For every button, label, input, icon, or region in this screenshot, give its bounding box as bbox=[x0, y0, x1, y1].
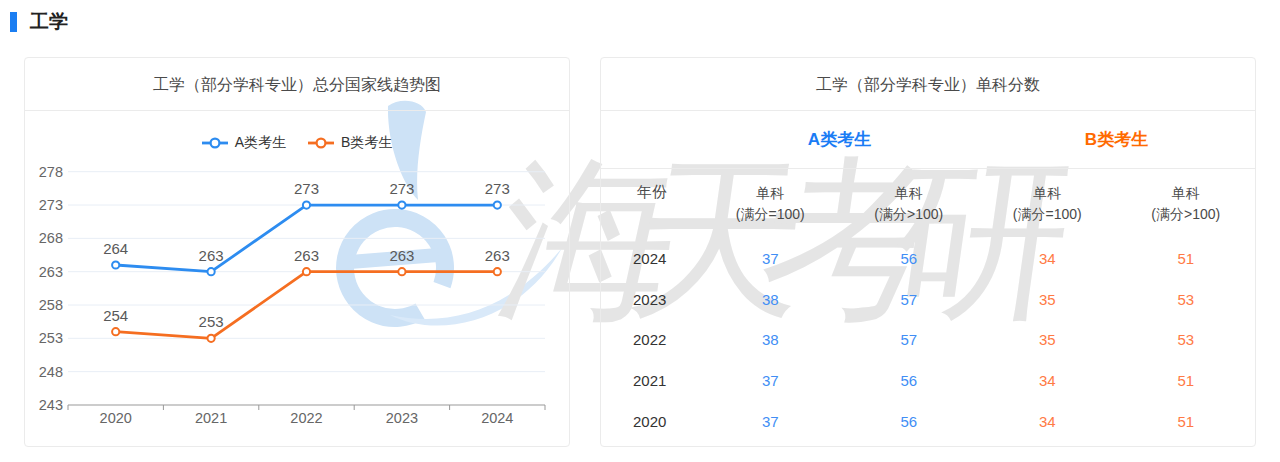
table-body: 2024375634512023385735532022385735532021… bbox=[601, 238, 1255, 442]
column-header-2: 单科(满分=100) bbox=[978, 183, 1117, 225]
svg-text:263: 263 bbox=[39, 264, 63, 280]
cell-value: 57 bbox=[840, 291, 979, 308]
trend-chart-body: 243 248 253 258 263 268 273 278 2020 2021 2022 2023… bbox=[25, 111, 569, 447]
svg-text:253: 253 bbox=[39, 330, 63, 346]
cell-year: 2024 bbox=[601, 250, 701, 267]
cell-value: 51 bbox=[1117, 250, 1256, 267]
table-row: 202437563451 bbox=[601, 238, 1255, 279]
svg-text:253: 253 bbox=[199, 313, 224, 330]
svg-text:2023: 2023 bbox=[386, 410, 418, 426]
cell-value: 51 bbox=[1117, 413, 1256, 430]
svg-text:2024: 2024 bbox=[481, 410, 513, 426]
svg-text:2020: 2020 bbox=[100, 410, 132, 426]
svg-text:254: 254 bbox=[103, 307, 128, 324]
cell-year: 2023 bbox=[601, 291, 701, 308]
cell-value: 38 bbox=[701, 331, 840, 348]
svg-text:248: 248 bbox=[39, 364, 63, 380]
cell-value: 53 bbox=[1117, 331, 1256, 348]
svg-text:278: 278 bbox=[39, 164, 63, 180]
cell-year: 2021 bbox=[601, 372, 701, 389]
svg-text:2022: 2022 bbox=[290, 410, 322, 426]
column-header-3: 单科(满分>100) bbox=[1117, 183, 1256, 225]
cell-value: 37 bbox=[701, 250, 840, 267]
cell-value: 56 bbox=[840, 413, 979, 430]
table-column-headers: 年份 单科(满分=100)单科(满分>100)单科(满分=100)单科(满分>1… bbox=[601, 169, 1255, 238]
cell-value: 53 bbox=[1117, 291, 1256, 308]
table-group-header: A类考生 B类考生 bbox=[601, 111, 1255, 169]
svg-text:263: 263 bbox=[485, 247, 510, 264]
column-header-year: 年份 bbox=[601, 181, 701, 226]
svg-text:263: 263 bbox=[389, 247, 414, 264]
group-a-label: A类考生 bbox=[701, 128, 978, 151]
cell-value: 37 bbox=[701, 372, 840, 389]
svg-text:2021: 2021 bbox=[195, 410, 227, 426]
legend-marker-icon bbox=[308, 137, 334, 149]
svg-text:264: 264 bbox=[103, 240, 128, 257]
svg-text:273: 273 bbox=[389, 180, 414, 197]
column-header-0: 单科(满分=100) bbox=[701, 183, 840, 225]
cell-value: 34 bbox=[978, 250, 1117, 267]
legend-item[interactable]: A类考生 bbox=[202, 134, 286, 152]
legend-item[interactable]: B类考生 bbox=[308, 134, 392, 152]
cell-value: 56 bbox=[840, 372, 979, 389]
cell-value: 34 bbox=[978, 413, 1117, 430]
cell-year: 2022 bbox=[601, 331, 701, 348]
table-card-title: 工学（部分学科专业）单科分数 bbox=[601, 58, 1255, 111]
section-accent-bar bbox=[10, 12, 17, 32]
svg-text:273: 273 bbox=[294, 180, 319, 197]
svg-text:258: 258 bbox=[39, 297, 63, 313]
svg-text:273: 273 bbox=[485, 180, 510, 197]
svg-text:243: 243 bbox=[39, 397, 63, 413]
cell-value: 57 bbox=[840, 331, 979, 348]
legend-label: B类考生 bbox=[341, 134, 392, 152]
section-header: 工学 bbox=[10, 9, 68, 35]
cell-value: 56 bbox=[840, 250, 979, 267]
trend-chart-card: 工学（部分学科专业）总分国家线趋势图 243 248 253 258 263 268 273… bbox=[24, 57, 570, 447]
cell-value: 38 bbox=[701, 291, 840, 308]
cell-value: 35 bbox=[978, 291, 1117, 308]
cell-value: 37 bbox=[701, 413, 840, 430]
table-row: 202037563451 bbox=[601, 401, 1255, 442]
svg-text:263: 263 bbox=[294, 247, 319, 264]
column-header-1: 单科(满分>100) bbox=[840, 183, 979, 225]
score-table-card: 工学（部分学科专业）单科分数 A类考生 B类考生 年份 单科(满分=100)单科… bbox=[600, 57, 1256, 447]
table-row: 202238573553 bbox=[601, 320, 1255, 361]
cell-year: 2020 bbox=[601, 413, 701, 430]
chart-card-title: 工学（部分学科专业）总分国家线趋势图 bbox=[25, 58, 569, 111]
page-title: 工学 bbox=[30, 9, 68, 35]
svg-text:263: 263 bbox=[199, 247, 224, 264]
legend-label: A类考生 bbox=[235, 134, 286, 152]
svg-text:273: 273 bbox=[39, 197, 63, 213]
cell-value: 51 bbox=[1117, 372, 1256, 389]
group-b-label: B类考生 bbox=[978, 128, 1255, 151]
line-chart: 243 248 253 258 263 268 273 278 2020 2021 2022 2023… bbox=[25, 111, 569, 447]
table-row: 202137563451 bbox=[601, 360, 1255, 401]
cell-value: 35 bbox=[978, 331, 1117, 348]
chart-legend: A类考生 B类考生 bbox=[25, 134, 569, 152]
table-row: 202338573553 bbox=[601, 279, 1255, 320]
svg-text:268: 268 bbox=[39, 230, 63, 246]
legend-marker-icon bbox=[202, 137, 228, 149]
cell-value: 34 bbox=[978, 372, 1117, 389]
